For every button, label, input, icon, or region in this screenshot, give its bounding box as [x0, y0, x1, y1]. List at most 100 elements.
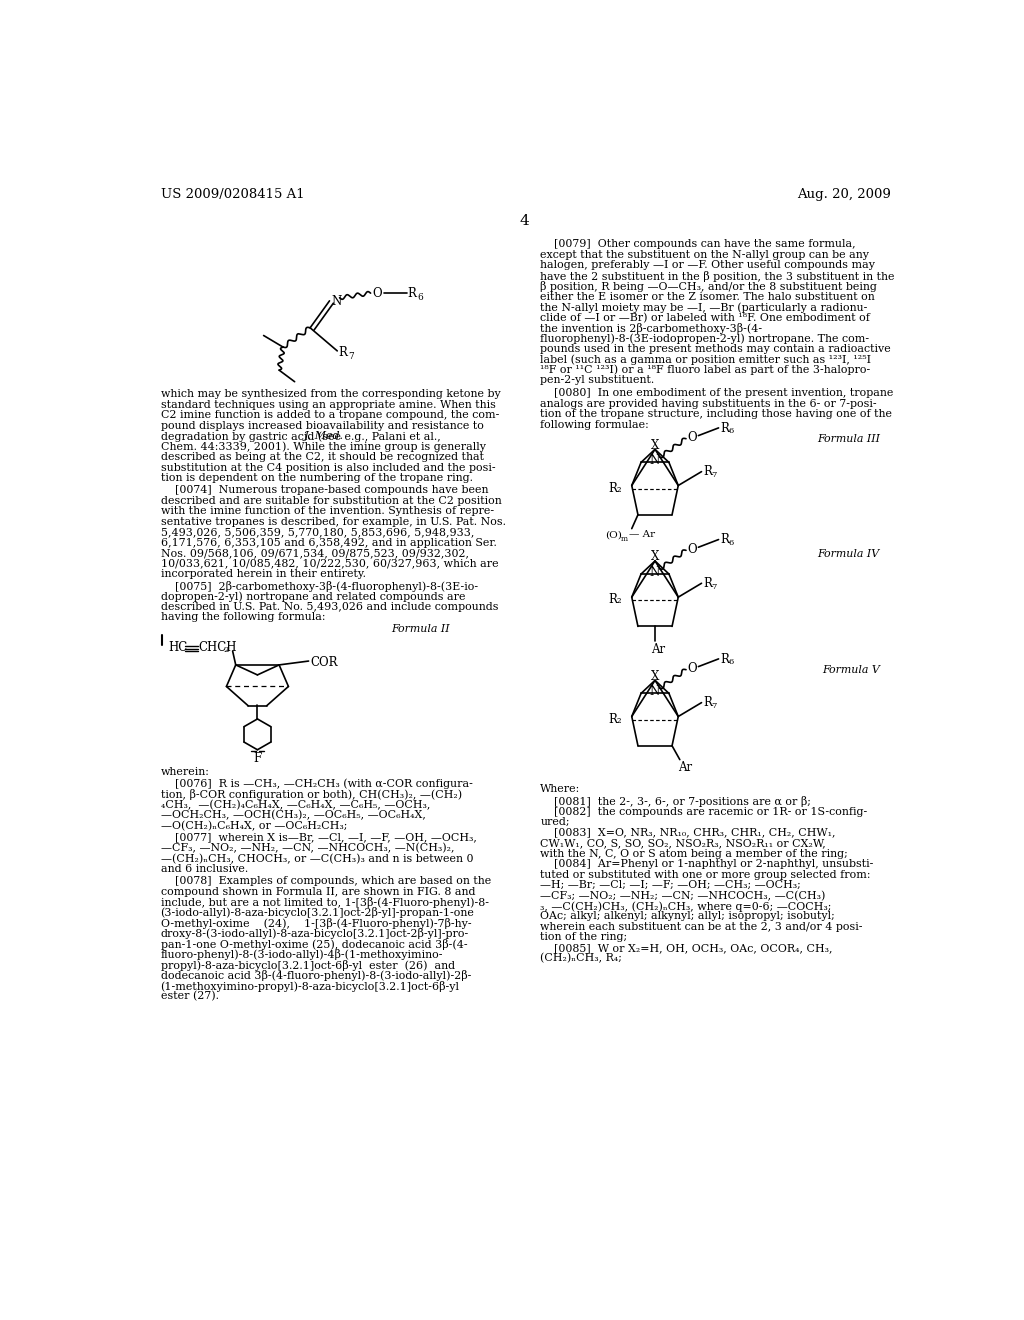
Text: ₄CH₃,  —(CH₂)₄C₆H₄X, —C₆H₄X, —C₆H₅, —OCH₃,: ₄CH₃, —(CH₂)₄C₆H₄X, —C₆H₄X, —C₆H₅, —OCH₃…: [161, 800, 430, 810]
Text: 7: 7: [712, 471, 717, 479]
Text: label (such as a gamma or position emitter such as ¹²³I, ¹²⁵I: label (such as a gamma or position emitt…: [541, 355, 871, 366]
Text: R: R: [339, 346, 348, 359]
Text: N: N: [650, 566, 660, 578]
Text: 10/033,621, 10/085,482, 10/222,530, 60/327,963, which are: 10/033,621, 10/085,482, 10/222,530, 60/3…: [161, 558, 498, 569]
Text: O: O: [687, 543, 697, 556]
Text: 6: 6: [417, 293, 423, 302]
Text: X: X: [651, 438, 659, 451]
Text: halogen, preferably —I or —F. Other useful compounds may: halogen, preferably —I or —F. Other usef…: [541, 260, 876, 271]
Text: 6: 6: [729, 539, 734, 546]
Text: X: X: [651, 550, 659, 564]
Text: R: R: [720, 533, 729, 546]
Text: C2 imine function is added to a tropane compound, the com-: C2 imine function is added to a tropane …: [161, 411, 499, 420]
Text: following formulae:: following formulae:: [541, 420, 649, 429]
Text: O: O: [372, 286, 382, 300]
Text: standard techniques using an appropriate amine. When this: standard techniques using an appropriate…: [161, 400, 496, 411]
Text: 7: 7: [712, 702, 717, 710]
Text: —OCH₂CH₃, —OCH(CH₃)₂, —OC₆H₅, —OC₆H₄X,: —OCH₂CH₃, —OCH(CH₃)₂, —OC₆H₅, —OC₆H₄X,: [161, 810, 425, 821]
Text: ¹⁸F or ¹¹C ¹²³I) or a ¹⁸F fluoro label as part of the 3-halopro-: ¹⁸F or ¹¹C ¹²³I) or a ¹⁸F fluoro label a…: [541, 364, 870, 375]
Text: fluoro-phenyl)-8-(3-iodo-allyl)-4β-(1-methoxyimino-: fluoro-phenyl)-8-(3-iodo-allyl)-4β-(1-me…: [161, 949, 443, 961]
Text: compound shown in Formula II, are shown in FIG. 8 and: compound shown in Formula II, are shown …: [161, 887, 475, 896]
Text: described in U.S. Pat. No. 5,493,026 and include compounds: described in U.S. Pat. No. 5,493,026 and…: [161, 602, 498, 612]
Text: R: R: [720, 422, 729, 434]
Text: Chem. 44:3339, 2001). While the imine group is generally: Chem. 44:3339, 2001). While the imine gr…: [161, 442, 485, 453]
Text: described and are suitable for substitution at the C2 position: described and are suitable for substitut…: [161, 496, 502, 506]
Text: Ar: Ar: [678, 762, 692, 774]
Text: [0078]  Examples of compounds, which are based on the: [0078] Examples of compounds, which are …: [161, 876, 490, 886]
Text: —H; —Br; —Cl; —I; —F; —OH; —CH₃; —OCH₃;: —H; —Br; —Cl; —I; —F; —OH; —CH₃; —OCH₃;: [541, 880, 801, 890]
Text: wherein each substituent can be at the 2, 3 and/or 4 posi-: wherein each substituent can be at the 2…: [541, 921, 863, 932]
Text: —CF₃, —NO₂, —NH₂, —CN, —NHCOCH₃, —N(CH₃)₂,: —CF₃, —NO₂, —NH₂, —CN, —NHCOCH₃, —N(CH₃)…: [161, 843, 454, 854]
Text: the invention is 2β-carbomethoxy-3β-(4-: the invention is 2β-carbomethoxy-3β-(4-: [541, 323, 763, 334]
Text: (1-methoxyimino-propyl)-8-aza-bicyclo[3.2.1]oct-6β-yl: (1-methoxyimino-propyl)-8-aza-bicyclo[3.…: [161, 981, 460, 991]
Text: —CF₃; —NO₂; —NH₂; —CN; —NHCOCH₃, —C(CH₃): —CF₃; —NO₂; —NH₂; —CN; —NHCOCH₃, —C(CH₃): [541, 891, 825, 900]
Text: [0083]  X=O, NR₃, NR₁₀, CHR₃, CHR₁, CH₂, CHW₁,: [0083] X=O, NR₃, NR₁₀, CHR₃, CHR₁, CH₂, …: [541, 828, 836, 838]
Text: R₂: R₂: [609, 593, 623, 606]
Text: Nos. 09/568,106, 09/671,534, 09/875,523, 09/932,302,: Nos. 09/568,106, 09/671,534, 09/875,523,…: [161, 548, 469, 558]
Text: clide of —I or —Br) or labeled with ¹⁸F. One embodiment of: clide of —I or —Br) or labeled with ¹⁸F.…: [541, 313, 870, 323]
Text: Ar: Ar: [651, 643, 666, 656]
Text: Where:: Where:: [541, 784, 581, 795]
Text: — Ar: — Ar: [629, 531, 654, 539]
Text: O: O: [687, 663, 697, 675]
Text: incorporated herein in their entirety.: incorporated herein in their entirety.: [161, 569, 366, 579]
Text: O: O: [687, 430, 697, 444]
Text: having the following formula:: having the following formula:: [161, 612, 325, 623]
Text: tuted or substituted with one or more group selected from:: tuted or substituted with one or more gr…: [541, 870, 870, 879]
Text: 7: 7: [348, 351, 354, 360]
Text: include, but are a not limited to, 1-[3β-(4-Fluoro-phenyl)-8-: include, but are a not limited to, 1-[3β…: [161, 898, 488, 908]
Text: J. Med.: J. Med.: [302, 432, 343, 441]
Text: 4: 4: [520, 214, 529, 228]
Text: propyl)-8-aza-bicyclo[3.2.1]oct-6β-yl  ester  (26)  and: propyl)-8-aza-bicyclo[3.2.1]oct-6β-yl es…: [161, 960, 455, 970]
Text: the N-allyl moiety may be —I, —Br (particularly a radionu-: the N-allyl moiety may be —I, —Br (parti…: [541, 302, 867, 313]
Text: wherein:: wherein:: [161, 767, 210, 776]
Text: R: R: [703, 466, 712, 478]
Text: (O): (O): [605, 531, 623, 539]
Text: R: R: [703, 697, 712, 709]
Text: O-methyl-oxime    (24),    1-[3β-(4-Fluoro-phenyl)-7β-hy-: O-methyl-oxime (24), 1-[3β-(4-Fluoro-phe…: [161, 917, 471, 929]
Text: dopropen-2-yl) nortropane and related compounds are: dopropen-2-yl) nortropane and related co…: [161, 591, 465, 602]
Text: R₂: R₂: [609, 482, 623, 495]
Text: US 2009/0208415 A1: US 2009/0208415 A1: [161, 187, 304, 201]
Text: [0085]  W or X₂=H, OH, OCH₃, OAc, OCOR₄, CH₃,: [0085] W or X₂=H, OH, OCH₃, OAc, OCOR₄, …: [541, 942, 833, 953]
Text: except that the substituent on the N-allyl group can be any: except that the substituent on the N-all…: [541, 249, 869, 260]
Text: with the imine function of the invention. Synthesis of repre-: with the imine function of the invention…: [161, 506, 494, 516]
Text: tion is dependent on the numbering of the tropane ring.: tion is dependent on the numbering of th…: [161, 473, 472, 483]
Text: Formula III: Formula III: [817, 434, 880, 444]
Text: R: R: [720, 653, 729, 665]
Text: —(CH₂)ₙCH₃, CHOCH₃, or —C(CH₃)₃ and n is between 0: —(CH₂)ₙCH₃, CHOCH₃, or —C(CH₃)₃ and n is…: [161, 854, 473, 863]
Text: CW₁W₁, CO, S, SO, SO₂, NSO₂R₃, NSO₂R₁₁ or CX₂W,: CW₁W₁, CO, S, SO, SO₂, NSO₂R₃, NSO₂R₁₁ o…: [541, 838, 826, 849]
Text: [0079]  Other compounds can have the same formula,: [0079] Other compounds can have the same…: [541, 239, 856, 249]
Text: ester (27).: ester (27).: [161, 991, 218, 1002]
Text: N: N: [650, 685, 660, 698]
Text: 7: 7: [712, 582, 717, 590]
Text: N: N: [650, 454, 660, 467]
Text: —O(CH₂)ₙC₆H₄X, or —OC₆H₂CH₃;: —O(CH₂)ₙC₆H₄X, or —OC₆H₂CH₃;: [161, 821, 347, 832]
Text: pound displays increased bioavailability and resistance to: pound displays increased bioavailability…: [161, 421, 483, 430]
Text: [0076]  R is —CH₃, —CH₂CH₃ (with α-COR configura-: [0076] R is —CH₃, —CH₂CH₃ (with α-COR co…: [161, 779, 472, 789]
Text: N: N: [332, 294, 342, 308]
Text: [0074]  Numerous tropane-based compounds have been: [0074] Numerous tropane-based compounds …: [161, 486, 488, 495]
Text: pan-1-one O-methyl-oxime (25), dodecanoic acid 3β-(4-: pan-1-one O-methyl-oxime (25), dodecanoi…: [161, 939, 467, 950]
Text: 6: 6: [729, 428, 734, 436]
Text: described as being at the C2, it should be recognized that: described as being at the C2, it should …: [161, 453, 483, 462]
Text: sentative tropanes is described, for example, in U.S. Pat. Nos.: sentative tropanes is described, for exa…: [161, 516, 506, 527]
Text: [0075]  2β-carbomethoxy-3β-(4-fluorophenyl)-8-(3E-io-: [0075] 2β-carbomethoxy-3β-(4-fluoropheny…: [161, 581, 477, 591]
Text: X: X: [651, 669, 659, 682]
Text: R: R: [703, 577, 712, 590]
Text: which may be synthesized from the corresponding ketone by: which may be synthesized from the corres…: [161, 389, 501, 400]
Text: m: m: [621, 535, 628, 543]
Text: tion of the ring;: tion of the ring;: [541, 932, 628, 942]
Text: HC: HC: [168, 642, 187, 655]
Text: Formula IV: Formula IV: [817, 549, 880, 560]
Text: droxy-8-(3-iodo-allyl)-8-aza-bicyclo[3.2.1]oct-2β-yl]-pro-: droxy-8-(3-iodo-allyl)-8-aza-bicyclo[3.2…: [161, 928, 469, 940]
Text: have the 2 substituent in the β position, the 3 substituent in the: have the 2 substituent in the β position…: [541, 271, 895, 281]
Text: degradation by gastric acid (see e.g., Palani et al.,: degradation by gastric acid (see e.g., P…: [161, 432, 440, 442]
Text: (3-iodo-allyl)-8-aza-bicyclo[3.2.1]oct-2β-yl]-propan-1-one: (3-iodo-allyl)-8-aza-bicyclo[3.2.1]oct-2…: [161, 907, 474, 919]
Text: 2: 2: [223, 647, 228, 655]
Text: COR: COR: [310, 656, 338, 669]
Text: [0081]  the 2-, 3-, 6-, or 7-positions are α or β;: [0081] the 2-, 3-, 6-, or 7-positions ar…: [541, 796, 811, 808]
Text: CHCH: CHCH: [199, 642, 237, 655]
Text: ₃, —C(CH₂)CH₃, (CH₂)ₙCH₃, where q=0-6; —COCH₃;: ₃, —C(CH₂)CH₃, (CH₂)ₙCH₃, where q=0-6; —…: [541, 902, 831, 912]
Text: with the N, C, O or S atom being a member of the ring;: with the N, C, O or S atom being a membe…: [541, 849, 848, 858]
